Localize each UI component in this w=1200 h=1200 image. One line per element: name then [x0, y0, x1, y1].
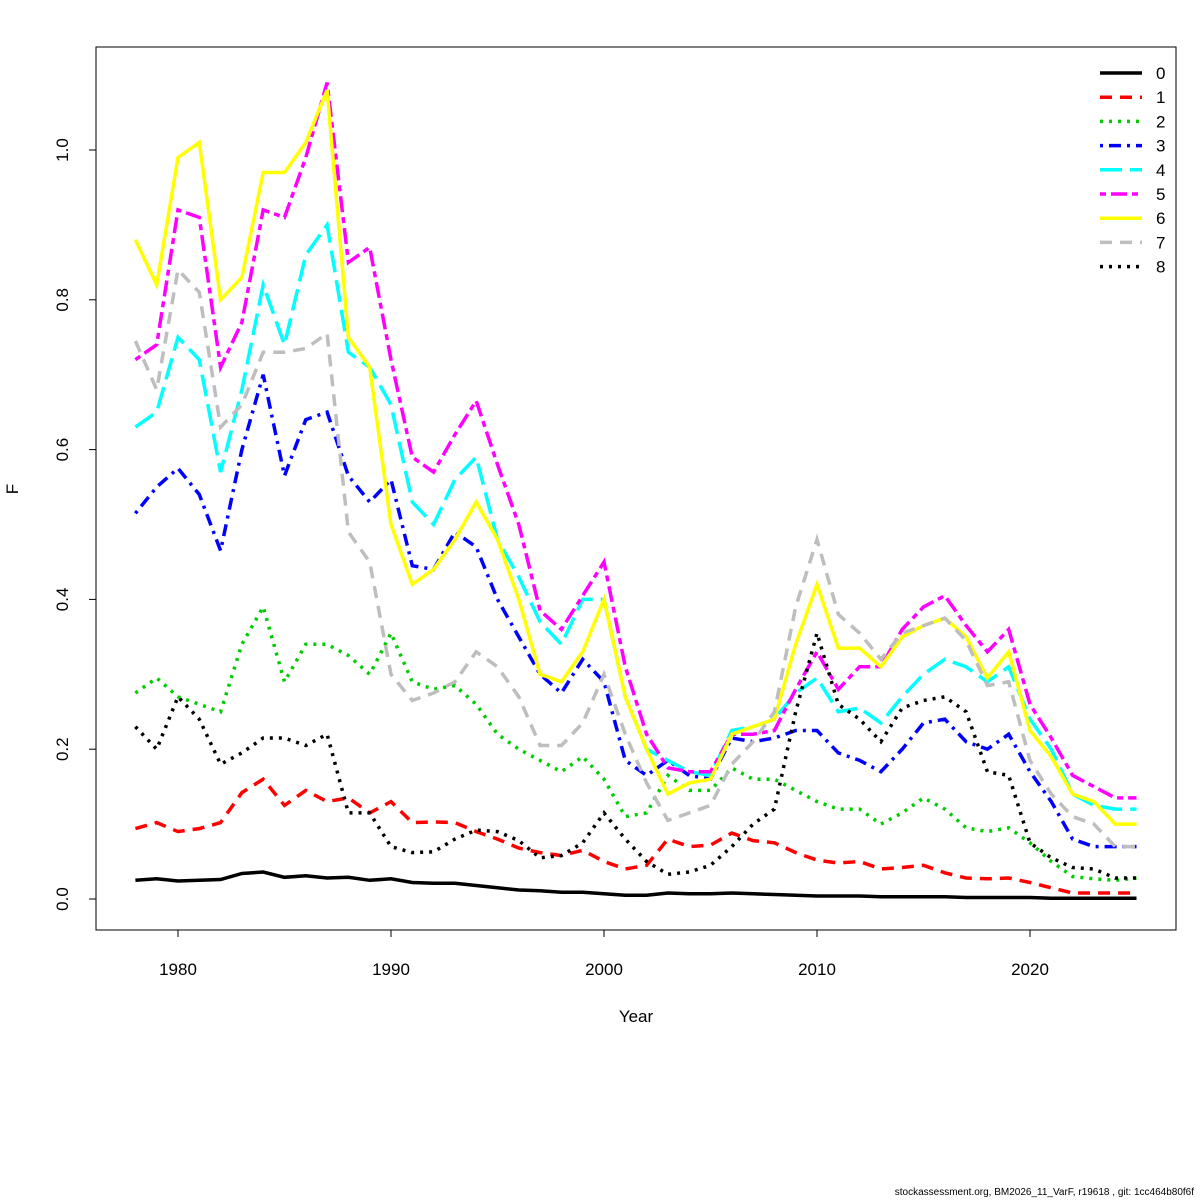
x-tick-label: 1990	[372, 960, 410, 979]
series-line-age-1	[134, 776, 1137, 895]
legend-item-7: 7	[1100, 233, 1165, 252]
svg-text:3: 3	[1156, 137, 1165, 156]
x-axis-label: Year	[619, 1007, 654, 1026]
footer-text: stockassessment.org, BM2026_11_VarF, r19…	[894, 1187, 1194, 1198]
x-tick-label: 2020	[1011, 960, 1049, 979]
legend-item-6: 6	[1100, 209, 1165, 228]
legend-item-4: 4	[1100, 161, 1165, 180]
series-line-age-8	[134, 626, 1137, 880]
legend-item-3: 3	[1100, 137, 1165, 156]
legend-item-2: 2	[1100, 112, 1165, 131]
series-line-age-0	[135, 870, 1137, 901]
svg-text:7: 7	[1156, 233, 1165, 252]
series-line-age-2	[134, 602, 1137, 883]
series-line-age-5	[134, 82, 1137, 800]
y-axis-label: F	[3, 484, 22, 494]
x-tick-label: 1980	[159, 960, 197, 979]
series-line-age-7	[133, 266, 1137, 849]
y-tick-label: 0.8	[53, 288, 72, 312]
svg-text:0: 0	[1156, 64, 1165, 83]
legend-item-8: 8	[1100, 258, 1165, 277]
series-line-age-6	[133, 89, 1137, 826]
svg-text:4: 4	[1156, 161, 1165, 180]
y-tick-label: 0.4	[53, 588, 72, 612]
svg-text:1: 1	[1156, 88, 1165, 107]
legend-item-5: 5	[1100, 185, 1165, 204]
svg-text:2: 2	[1156, 112, 1165, 131]
legend-item-0: 0	[1100, 64, 1165, 83]
y-tick-label: 1.0	[53, 138, 72, 162]
legend-item-1: 1	[1100, 88, 1165, 107]
y-tick-label: 0.6	[53, 438, 72, 462]
svg-text:5: 5	[1156, 185, 1165, 204]
svg-text:6: 6	[1156, 209, 1165, 228]
svg-text:8: 8	[1156, 258, 1165, 277]
x-tick-label: 2000	[585, 960, 623, 979]
series-line-age-3	[134, 374, 1137, 849]
x-tick-label: 2010	[798, 960, 836, 979]
y-tick-label: 0.2	[53, 737, 72, 761]
y-tick-label: 0.0	[53, 887, 72, 911]
